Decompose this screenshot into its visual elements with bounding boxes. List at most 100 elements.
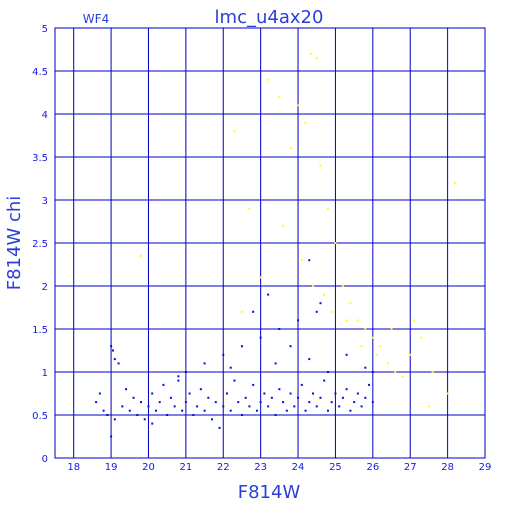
blue-data-point	[259, 401, 262, 404]
x-tick-label: 27	[404, 462, 417, 473]
yellow-data-point	[233, 130, 236, 133]
blue-data-point	[278, 388, 281, 391]
blue-data-point	[199, 388, 202, 391]
y-tick-label: 0.5	[32, 411, 48, 422]
x-tick-label: 18	[67, 462, 80, 473]
yellow-data-point	[401, 375, 404, 378]
yellow-data-point	[349, 302, 352, 305]
blue-data-point	[248, 405, 251, 408]
y-tick-label: 2.5	[32, 239, 48, 250]
blue-data-point	[371, 371, 374, 373]
blue-data-point	[188, 392, 191, 395]
blue-data-point	[132, 396, 135, 399]
blue-data-point	[143, 418, 146, 421]
yellow-data-point	[454, 181, 457, 184]
blue-data-point	[293, 405, 296, 408]
x-tick-label: 21	[180, 462, 193, 473]
x-tick-label: 28	[441, 462, 454, 473]
blue-data-point	[353, 401, 356, 404]
yellow-data-point	[356, 319, 359, 322]
blue-data-point	[151, 422, 154, 425]
blue-data-point	[326, 409, 329, 412]
yellow-data-point	[278, 95, 281, 98]
yellow-data-point	[431, 371, 434, 373]
blue-data-point	[203, 362, 206, 365]
yellow-data-point	[259, 276, 262, 279]
blue-data-point	[158, 401, 161, 404]
blue-data-point	[166, 414, 169, 416]
blue-data-point	[140, 401, 142, 404]
blue-data-point	[308, 259, 311, 262]
yellow-data-point	[420, 336, 423, 339]
x-tick-label: 22	[217, 462, 230, 473]
blue-data-point	[338, 405, 341, 408]
blue-data-point	[147, 405, 150, 408]
blue-data-point	[226, 392, 228, 395]
data-points	[95, 52, 457, 438]
blue-data-point	[364, 366, 367, 369]
y-tick-label: 4.5	[32, 67, 48, 78]
blue-data-point	[308, 401, 311, 404]
blue-data-point	[326, 371, 329, 373]
blue-data-point	[312, 392, 314, 395]
yellow-data-point	[310, 52, 313, 55]
blue-data-point	[341, 396, 344, 399]
blue-data-point	[278, 328, 281, 330]
yellow-data-point	[330, 310, 333, 313]
blue-data-point	[297, 396, 300, 399]
yellow-data-point	[427, 405, 430, 408]
blue-data-point	[323, 379, 326, 382]
y-tick-label: 3	[42, 196, 48, 207]
blue-data-point	[222, 405, 225, 408]
y-tick-label: 3.5	[32, 153, 48, 164]
blue-data-point	[110, 345, 113, 348]
yellow-data-point	[248, 207, 251, 210]
yellow-data-point	[289, 147, 292, 150]
y-tick-labels: 0 0.5 1 1.5 2 2.5 3 3.5 4 4.5 5	[32, 24, 48, 465]
x-axis-title: F814W	[238, 482, 301, 503]
yellow-data-point	[375, 353, 378, 356]
blue-data-point	[102, 409, 105, 412]
blue-data-point	[255, 409, 258, 412]
yellow-data-point	[390, 328, 393, 330]
blue-data-point	[240, 345, 243, 348]
blue-data-point	[154, 409, 157, 412]
blue-data-point	[95, 401, 98, 404]
blue-data-point	[360, 405, 363, 408]
blue-data-point	[111, 349, 114, 352]
blue-data-point	[177, 375, 180, 378]
blue-data-point	[207, 396, 210, 399]
blue-data-point	[289, 392, 292, 395]
blue-data-point	[233, 379, 236, 382]
yellow-data-point	[315, 57, 318, 60]
yellow-data-point	[364, 328, 367, 330]
blue-data-point	[106, 414, 109, 416]
blue-data-point	[125, 388, 128, 391]
blue-data-point	[368, 383, 371, 386]
blue-data-point	[356, 392, 359, 395]
x-tick-label: 24	[292, 462, 305, 473]
blue-data-point	[267, 293, 270, 296]
blue-data-point	[364, 396, 367, 399]
blue-data-point	[282, 401, 285, 404]
blue-data-point	[334, 392, 337, 395]
blue-data-point	[330, 401, 333, 404]
yellow-data-point	[319, 164, 322, 167]
yellow-data-point	[379, 345, 382, 348]
blue-data-point	[345, 353, 348, 356]
yellow-data-point	[326, 207, 329, 210]
blue-data-point	[229, 366, 232, 369]
blue-data-point	[252, 383, 255, 386]
blue-data-point	[184, 371, 187, 373]
blue-data-point	[274, 362, 277, 365]
yellow-data-point	[409, 353, 412, 356]
blue-data-point	[252, 310, 255, 313]
blue-data-point	[162, 383, 165, 386]
blue-data-point	[304, 409, 307, 412]
x-tick-label: 29	[479, 462, 492, 473]
y-tick-label: 4	[42, 110, 48, 121]
blue-data-point	[319, 396, 322, 399]
blue-data-point	[218, 426, 221, 429]
blue-data-point	[300, 383, 303, 386]
